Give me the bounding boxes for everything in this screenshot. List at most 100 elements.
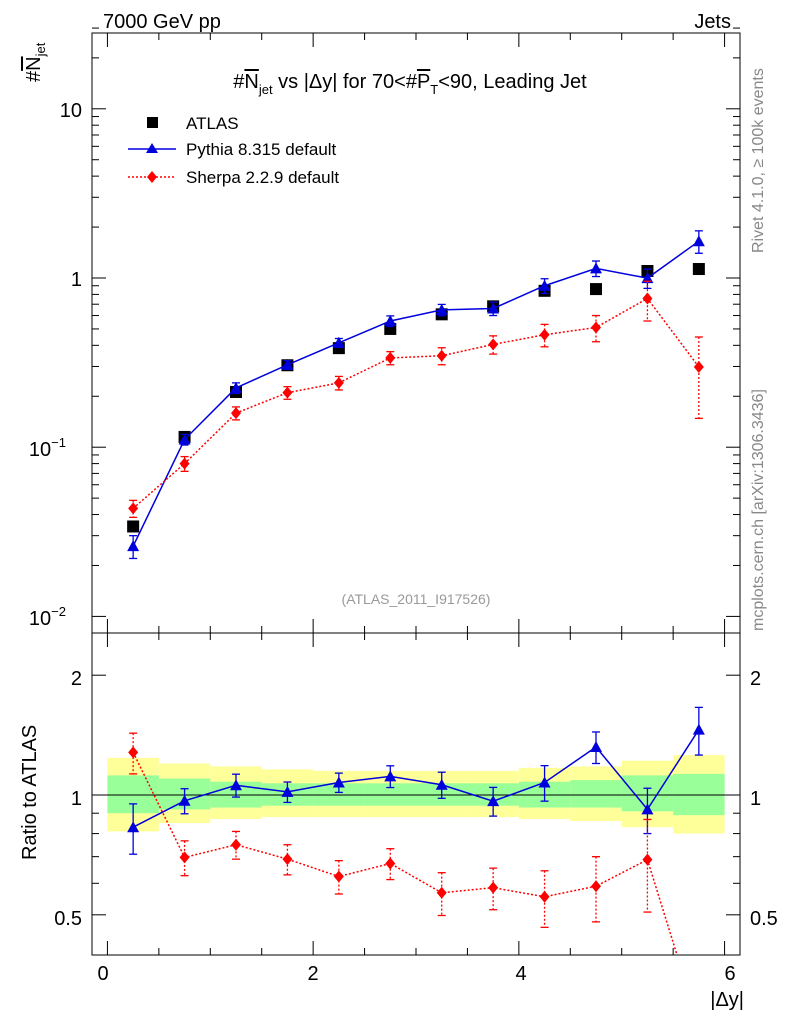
side-text-mcplots: mcplots.cern.ch [arXiv:1306.3436] bbox=[750, 389, 767, 631]
ratio-ylabel: Ratio to ATLAS bbox=[19, 725, 41, 860]
ytick-0.1-exp: −1 bbox=[51, 435, 66, 450]
ratio-ytick-left-2: 2 bbox=[71, 668, 82, 690]
ratio-ytick-left-0.5: 0.5 bbox=[54, 908, 82, 930]
sherpa-line bbox=[132, 297, 700, 509]
pythia-data-point bbox=[384, 315, 397, 327]
ytick-label-10: 10 bbox=[60, 100, 82, 122]
sherpa-data-point bbox=[591, 321, 601, 334]
legend-marker-atlas bbox=[147, 117, 158, 128]
ratio-ytick-left-1: 1 bbox=[71, 788, 82, 810]
plot-layer bbox=[91, 27, 741, 956]
pythia-data-point bbox=[692, 235, 705, 247]
ytick-0.01-exp: −2 bbox=[51, 604, 66, 619]
title-p: P bbox=[417, 71, 430, 93]
ratio-sherpa-point bbox=[282, 853, 293, 866]
ytick-label-0.01: 10−2 bbox=[29, 604, 66, 630]
ratio-sherpa-point bbox=[128, 746, 139, 759]
sherpa-data-point bbox=[128, 502, 139, 515]
title-mid: vs |Δy| for 70<# bbox=[273, 71, 418, 93]
title-end: <90, Leading Jet bbox=[438, 71, 587, 93]
sherpa-data-point bbox=[642, 292, 653, 305]
ratio-sherpa-point bbox=[488, 881, 499, 894]
ratio-sherpa-point bbox=[436, 886, 447, 899]
sherpa-data-point bbox=[179, 457, 190, 470]
sherpa-data-point bbox=[333, 376, 344, 389]
ratio-pythia-point bbox=[332, 776, 345, 788]
pythia-line bbox=[132, 240, 700, 547]
ratio-pythia-line bbox=[132, 729, 700, 828]
atlas-data-point bbox=[692, 263, 705, 276]
ratio-sherpa-point bbox=[385, 857, 396, 870]
ratio-pythia-point bbox=[281, 785, 294, 797]
ratio-sherpa-point bbox=[333, 870, 344, 883]
legend-label-atlas: ATLAS bbox=[186, 114, 239, 133]
ytick-0.01-base: 10 bbox=[29, 608, 51, 630]
ratio-pythia-point bbox=[641, 803, 654, 815]
sherpa-data-point bbox=[539, 328, 550, 341]
pythia-data-point bbox=[332, 336, 345, 348]
ratio-pythia-point bbox=[230, 779, 242, 791]
legend: ATLAS Pythia 8.315 default Sherpa 2.2.9 … bbox=[128, 114, 339, 187]
ratio-pythia-point bbox=[487, 795, 500, 807]
xtick-label-2: 2 bbox=[307, 963, 318, 985]
ratio-ytick-right-2: 2 bbox=[750, 668, 761, 690]
pythia-data-point bbox=[487, 302, 500, 314]
sherpa-data-point bbox=[488, 338, 499, 351]
main-ylabel-sub: jet bbox=[33, 42, 48, 57]
ratio-pythia-point bbox=[435, 778, 448, 790]
title-n: N bbox=[244, 71, 258, 93]
pythia-data-point bbox=[230, 381, 242, 393]
ratio-sherpa-point bbox=[179, 851, 190, 864]
atlas-data-point bbox=[127, 520, 140, 533]
main-title: #Njet vs |Δy| for 70<#PT<90, Leading Jet bbox=[233, 71, 587, 97]
legend-marker-pythia bbox=[146, 143, 158, 153]
sherpa-data-point bbox=[436, 349, 447, 362]
ratio-pythia-point bbox=[590, 741, 602, 753]
pythia-data-point bbox=[538, 279, 551, 291]
pythia-data-point bbox=[590, 262, 602, 274]
xtick-label-0: 0 bbox=[97, 963, 108, 985]
main-ylabel-hash: # bbox=[23, 70, 45, 82]
xtick-label-4: 4 bbox=[515, 963, 526, 985]
ytick-label-1: 1 bbox=[71, 269, 82, 291]
pythia-data-point bbox=[178, 433, 191, 445]
xtick-label-6: 6 bbox=[724, 963, 735, 985]
ratio-band-inner bbox=[570, 780, 622, 808]
title-hash: # bbox=[233, 71, 245, 93]
ytick-0.1-base: 10 bbox=[29, 439, 51, 461]
ratio-sherpa-point bbox=[539, 890, 550, 903]
ratio-sherpa-point bbox=[231, 838, 241, 851]
header-right: Jets bbox=[694, 11, 731, 33]
ratio-sherpa-point bbox=[591, 880, 601, 893]
legend-label-pythia: Pythia 8.315 default bbox=[186, 140, 337, 159]
sherpa-data-point bbox=[693, 360, 704, 373]
main-ylabel-n: N bbox=[23, 56, 45, 70]
sherpa-data-point bbox=[385, 351, 396, 364]
main-ylabel: #Njet bbox=[23, 42, 48, 82]
ratio-pythia-point bbox=[178, 794, 191, 806]
ratio-ytick-right-0.5: 0.5 bbox=[750, 908, 778, 930]
legend-label-sherpa: Sherpa 2.2.9 default bbox=[186, 168, 339, 187]
ratio-pythia-point bbox=[384, 770, 397, 782]
ytick-label-0.1: 10−1 bbox=[29, 435, 66, 461]
title-t: T bbox=[430, 82, 438, 97]
sherpa-data-point bbox=[231, 407, 241, 420]
ratio-ytick-right-1: 1 bbox=[750, 788, 761, 810]
ratio-sherpa-line bbox=[132, 752, 678, 955]
ratio-pythia-point bbox=[538, 776, 551, 788]
pythia-data-point bbox=[281, 358, 294, 370]
analysis-watermark: (ATLAS_2011_I917526) bbox=[342, 591, 491, 607]
atlas-data-point bbox=[590, 283, 602, 296]
side-text-rivet: Rivet 4.1.0, ≥ 100k events bbox=[750, 68, 767, 253]
ratio-pythia-point bbox=[127, 821, 140, 833]
legend-marker-sherpa bbox=[147, 171, 157, 183]
title-jet: jet bbox=[258, 82, 273, 97]
pythia-data-point bbox=[641, 272, 654, 284]
xlabel: |Δy| bbox=[710, 989, 744, 1011]
ratio-sherpa-point bbox=[642, 853, 653, 866]
sherpa-data-point bbox=[282, 386, 293, 399]
header-left: 7000 GeV pp bbox=[103, 11, 221, 33]
pythia-data-point bbox=[435, 303, 448, 315]
ratio-pythia-point bbox=[692, 723, 705, 735]
